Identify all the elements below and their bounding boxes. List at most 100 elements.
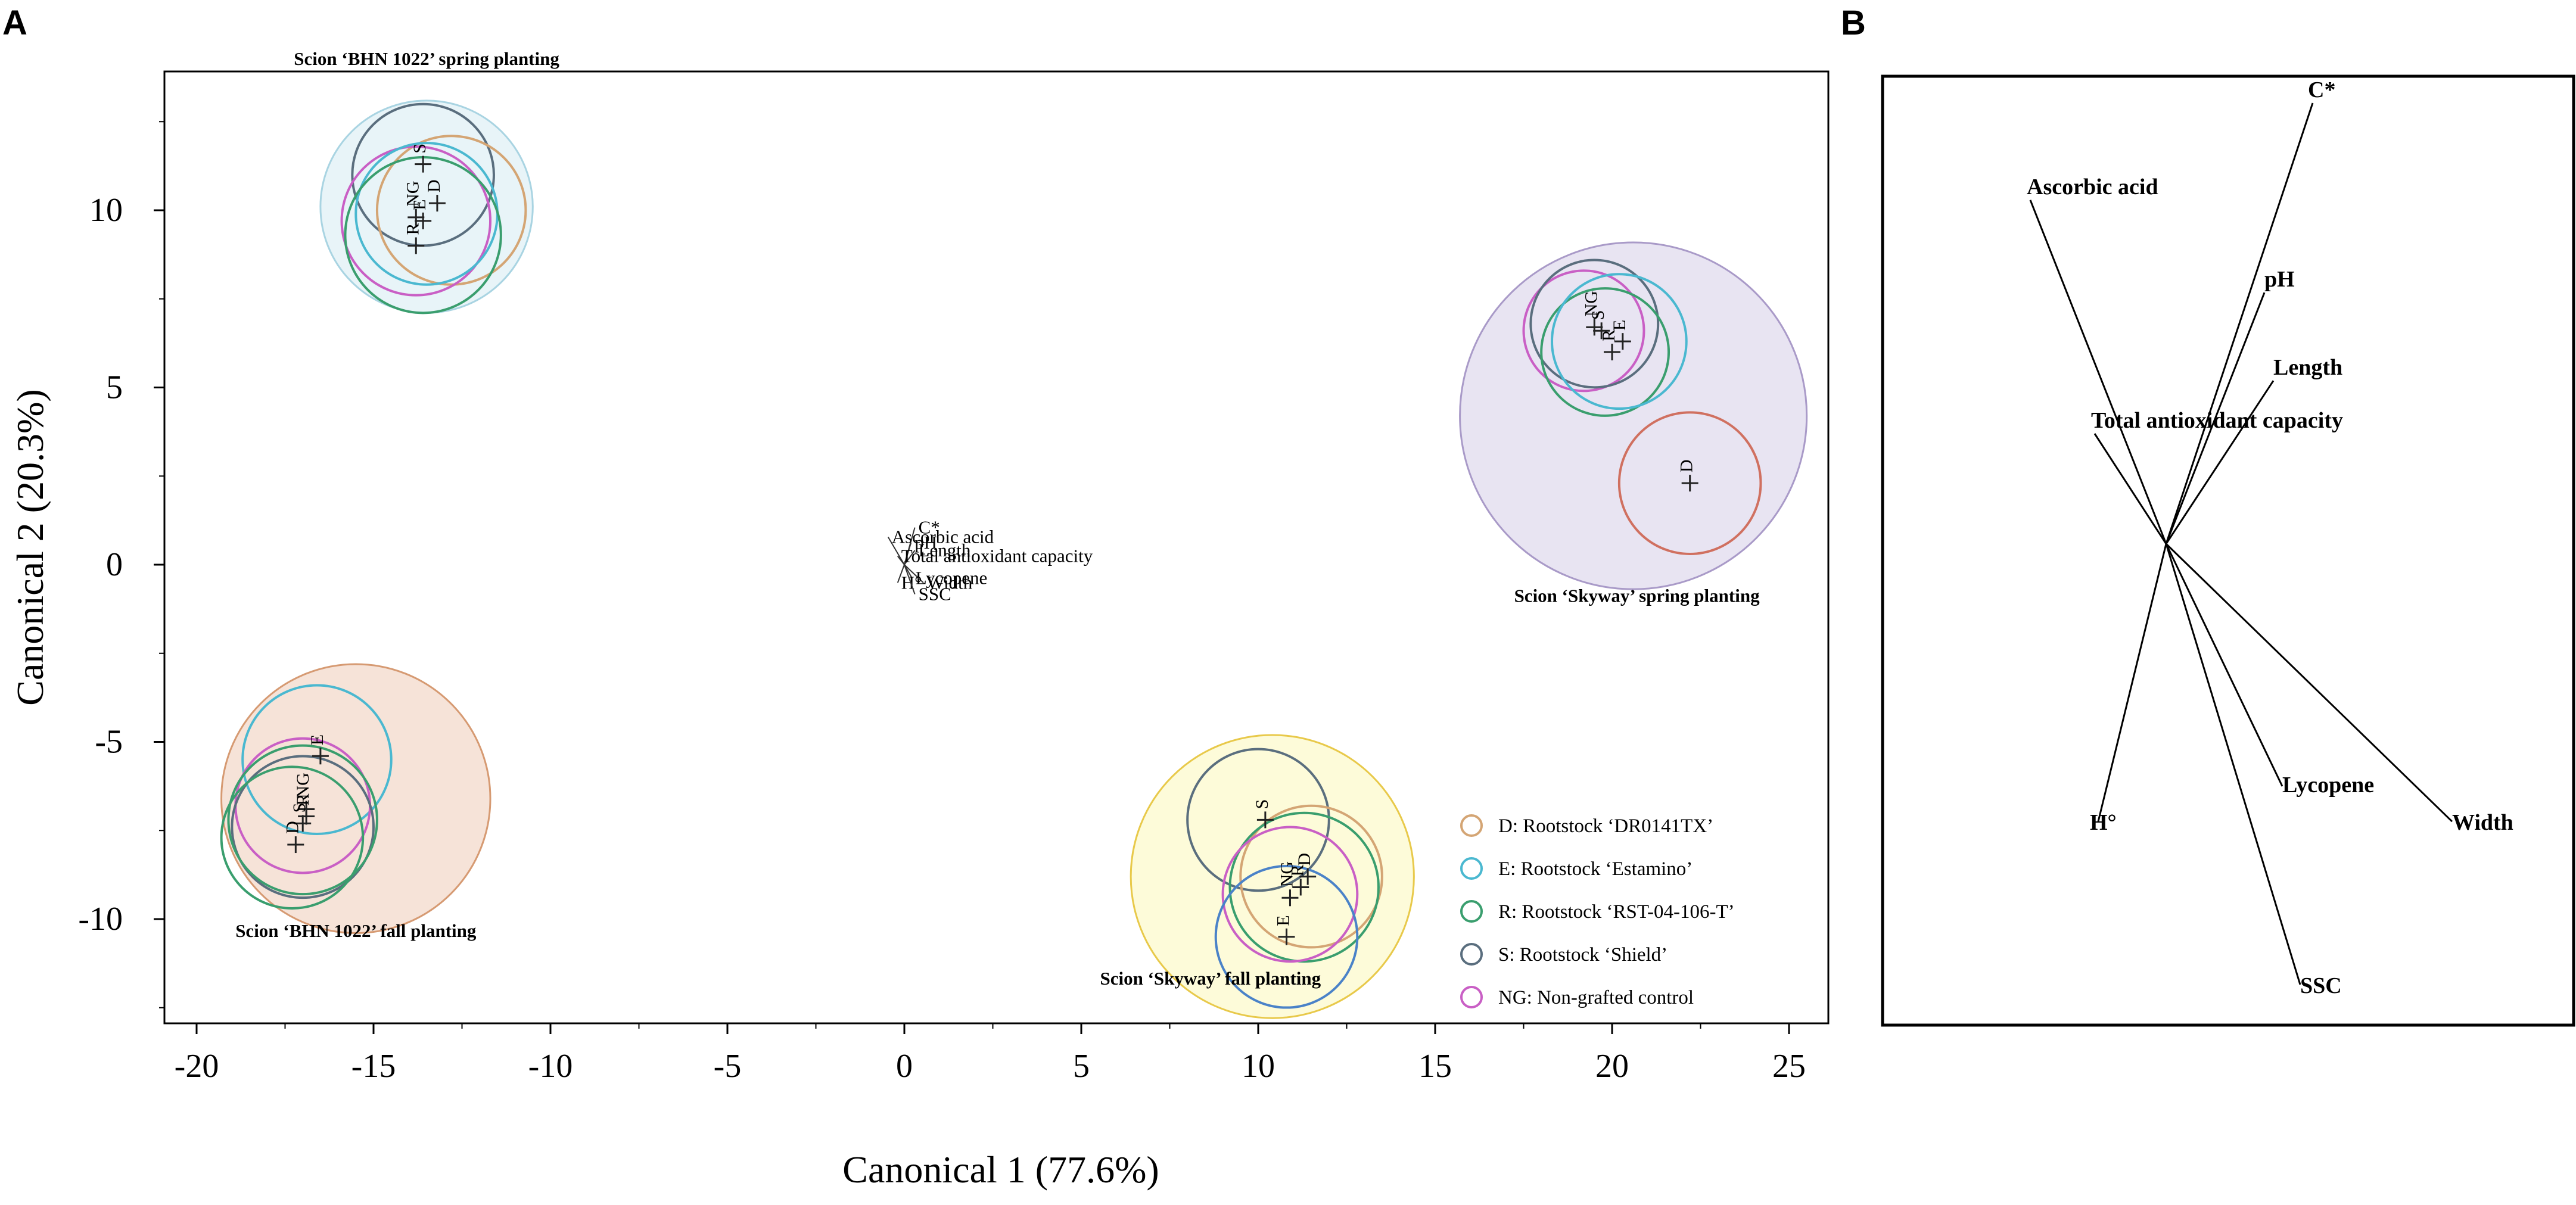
- rootstock-circle: [1239, 804, 1383, 949]
- centroid-label: S: [1252, 799, 1272, 809]
- panel-b-vector-label: SSC: [2300, 973, 2342, 998]
- y-tick-label: 5: [106, 369, 123, 406]
- centroid-label: R: [403, 223, 422, 235]
- panel-b-vector: [2165, 380, 2275, 544]
- rootstock-circle: [375, 135, 527, 286]
- centroid-label: R: [1599, 329, 1619, 341]
- group-label: Scion ‘Skyway’ fall planting: [1100, 968, 1321, 989]
- group-label: Scion ‘BHN 1022’ spring planting: [294, 48, 559, 69]
- centroid-label: NG: [293, 773, 313, 798]
- panel-b-vector: [2029, 200, 2167, 544]
- biplot-vector-label: pH: [914, 532, 937, 553]
- legend-swatch: [1460, 986, 1483, 1008]
- biplot-vector-label: Total antioxidant capacity: [901, 546, 1093, 566]
- y-tick-label: -10: [78, 901, 123, 938]
- x-tick-label: -15: [351, 1048, 396, 1085]
- x-axis: -20 -15 -10 -5 0 5 10 15 20 25: [175, 1023, 1806, 1085]
- centroid-label: S: [290, 803, 309, 813]
- centroid-label: NG: [1277, 861, 1296, 887]
- y-axis: 10 5 0 -5 -10: [78, 121, 164, 1008]
- legend-swatch: [1460, 814, 1483, 837]
- y-tick-label: 0: [106, 546, 123, 583]
- group-confidence-circle: [1130, 734, 1415, 1019]
- centroid-label: NG: [403, 181, 422, 207]
- y-axis-title: Canonical 2 (20.3%): [9, 389, 51, 705]
- biplot-vector: [887, 537, 905, 565]
- x-tick-label: 0: [896, 1048, 913, 1085]
- centroid-label: E: [410, 200, 430, 210]
- panel-b-vector-label: Ascorbic acid: [2027, 175, 2158, 200]
- panel-b-vector: [2165, 102, 2314, 544]
- centroid-label: NG: [1581, 291, 1601, 316]
- biplot-vector: [904, 564, 916, 594]
- biplot-vector: [904, 542, 912, 565]
- legend-label: S: Rootstock ‘Shield’: [1498, 944, 1667, 966]
- biplot-vector-label: C*: [919, 517, 940, 538]
- x-tick-label: -20: [175, 1048, 219, 1085]
- panel-b-vector-label: Lycopene: [2282, 773, 2374, 798]
- legend-label: R: Rootstock ‘RST-04-106-T’: [1498, 901, 1735, 923]
- group-cluster: E NG SR D Scion ‘BHN 1022’ fall planting: [220, 663, 491, 941]
- rootstock-circle: [1228, 811, 1380, 963]
- panel-b-vector-label: Total antioxidant capacity: [2091, 408, 2343, 433]
- panel-b-letter: B: [1841, 4, 1866, 42]
- biplot-vector-label: Length: [919, 540, 971, 561]
- legend-swatch: [1460, 943, 1483, 966]
- panel-b-vector: [2165, 543, 2453, 823]
- rootstock-circle: [227, 744, 378, 896]
- centroid-label: D: [1295, 853, 1314, 866]
- centroid-label: D: [424, 179, 444, 192]
- biplot-vector: [897, 555, 905, 565]
- biplot-vector-label: SSC: [919, 584, 951, 605]
- group-label: Scion ‘Skyway’ spring planting: [1514, 585, 1760, 606]
- y-tick-label: 10: [89, 192, 123, 229]
- group-label: Scion ‘BHN 1022’ fall planting: [235, 920, 477, 941]
- centroid-label: R: [293, 793, 313, 805]
- x-tick-label: 5: [1073, 1048, 1090, 1085]
- rootstock-circle: [1186, 748, 1330, 892]
- panel-b-vector-label: Length: [2273, 355, 2342, 380]
- x-tick-label: -5: [714, 1048, 742, 1085]
- panel-b-vector-label: pH: [2264, 267, 2295, 292]
- x-tick-label: 15: [1418, 1048, 1452, 1085]
- panel-b-vector: [2165, 292, 2266, 544]
- biplot-vector: [904, 564, 924, 584]
- y-tick-label: -5: [95, 724, 123, 761]
- centroid-label: R: [1287, 864, 1307, 876]
- rootstock-circle: [1522, 269, 1645, 393]
- x-tick-label: 25: [1772, 1048, 1806, 1085]
- rootstock-circle: [1214, 864, 1359, 1009]
- x-tick-label: -10: [528, 1048, 573, 1085]
- centroid-label: E: [1274, 915, 1293, 926]
- biplot-vector-label: Ascorbic acid: [892, 527, 994, 547]
- plot-area-frame: [163, 70, 1830, 1025]
- panel-b-vector: [2093, 433, 2167, 544]
- panel-b-vectors: C* Ascorbic acid pH Length Total antioxidant…: [2027, 77, 2513, 998]
- centroid-label: D: [1677, 459, 1697, 472]
- biplot-vector: [897, 564, 905, 583]
- centroid-label: E: [307, 734, 327, 745]
- group-confidence-circle: [220, 663, 491, 934]
- biplot-vector: [904, 550, 916, 565]
- panel-b-vector: [2165, 543, 2283, 787]
- x-tick-label: 20: [1595, 1048, 1629, 1085]
- rootstock-circle: [231, 755, 375, 899]
- legend-swatch: [1460, 900, 1483, 923]
- panel-b-vector-label: C*: [2308, 77, 2335, 102]
- rootstock-circle: [1551, 273, 1688, 410]
- centroid-label: S: [410, 144, 430, 154]
- legend-swatch: [1460, 857, 1483, 880]
- centroid-label: D: [282, 821, 302, 834]
- panel-a-letter: A: [2, 4, 27, 42]
- panel-b-chart: C* Ascorbic acid pH Length Total antioxidant…: [1881, 74, 2575, 1027]
- biplot-vector-label: H°: [901, 572, 922, 593]
- biplot-vector-label: Width: [927, 572, 973, 593]
- legend: D: Rootstock ‘DR0141TX’ E: Rootstock ‘Est…: [1460, 814, 1735, 1008]
